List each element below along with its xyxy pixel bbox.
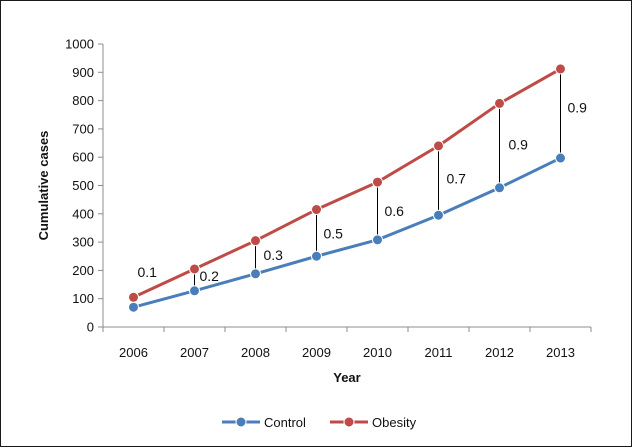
x-tick-label: 2011	[425, 345, 453, 360]
data-point-obesity	[494, 97, 505, 109]
legend: Control Obesity	[222, 415, 417, 430]
y-tick-label: 800	[72, 93, 94, 108]
legend-label-control: Control	[264, 415, 306, 430]
data-point-obesity	[372, 176, 383, 188]
data-point-control	[433, 209, 444, 221]
y-tick-label: 300	[72, 235, 94, 250]
difference-label: 0.2	[200, 268, 220, 284]
data-point-control	[555, 152, 566, 164]
difference-label: 0.6	[385, 203, 405, 219]
y-axis-title: Cumulative cases	[36, 131, 51, 241]
data-point-obesity	[311, 204, 322, 216]
y-tick-label: 0	[87, 320, 94, 335]
y-tick-label: 200	[72, 263, 94, 278]
difference-annotations: 0.1 0.2 0.3 0.5 0.6 0.7 0.9 0.9	[138, 100, 588, 284]
x-tick-label: 2013	[546, 345, 575, 360]
y-tick-label: 700	[72, 121, 94, 136]
data-point-obesity	[555, 63, 566, 75]
difference-label: 0.7	[447, 170, 467, 186]
data-point-control	[311, 250, 322, 262]
series-layer	[128, 63, 566, 313]
legend-marker-control	[235, 416, 247, 428]
x-tick-label: 2009	[302, 345, 331, 360]
data-point-control	[494, 182, 505, 194]
difference-label: 0.1	[138, 264, 158, 280]
difference-connectors	[133, 68, 561, 308]
data-point-control	[250, 268, 261, 280]
data-point-obesity	[128, 291, 139, 303]
x-tick-label: 2007	[180, 345, 209, 360]
y-tick-label: 1000	[65, 37, 94, 52]
y-tick-label: 900	[72, 65, 94, 80]
legend-label-obesity: Obesity	[372, 415, 417, 430]
difference-label: 0.9	[509, 136, 529, 152]
data-point-control	[128, 301, 139, 313]
data-point-obesity	[189, 263, 200, 275]
y-tick-label: 400	[72, 206, 94, 221]
x-tick-label: 2010	[363, 345, 392, 360]
x-axis-title: Year	[333, 370, 360, 385]
legend-marker-obesity	[343, 416, 355, 428]
axes-layer: 0 100 200 300 400 500 600 700 800 900 1000 2006 2007…	[36, 37, 592, 385]
data-point-control	[372, 234, 383, 246]
difference-label: 0.9	[568, 100, 588, 116]
y-tick-label: 600	[72, 150, 94, 165]
y-tick-label: 500	[72, 178, 94, 193]
data-point-obesity	[433, 140, 444, 152]
x-tick-label: 2006	[119, 345, 148, 360]
x-tick-label: 2008	[241, 345, 270, 360]
difference-label: 0.3	[264, 247, 284, 263]
y-tick-label: 100	[72, 291, 94, 306]
series-line-obesity	[132, 67, 562, 299]
data-point-control	[189, 285, 200, 297]
series-line-control	[132, 156, 562, 309]
data-point-obesity	[250, 235, 261, 247]
difference-label: 0.5	[324, 226, 344, 242]
x-tick-label: 2012	[485, 345, 514, 360]
